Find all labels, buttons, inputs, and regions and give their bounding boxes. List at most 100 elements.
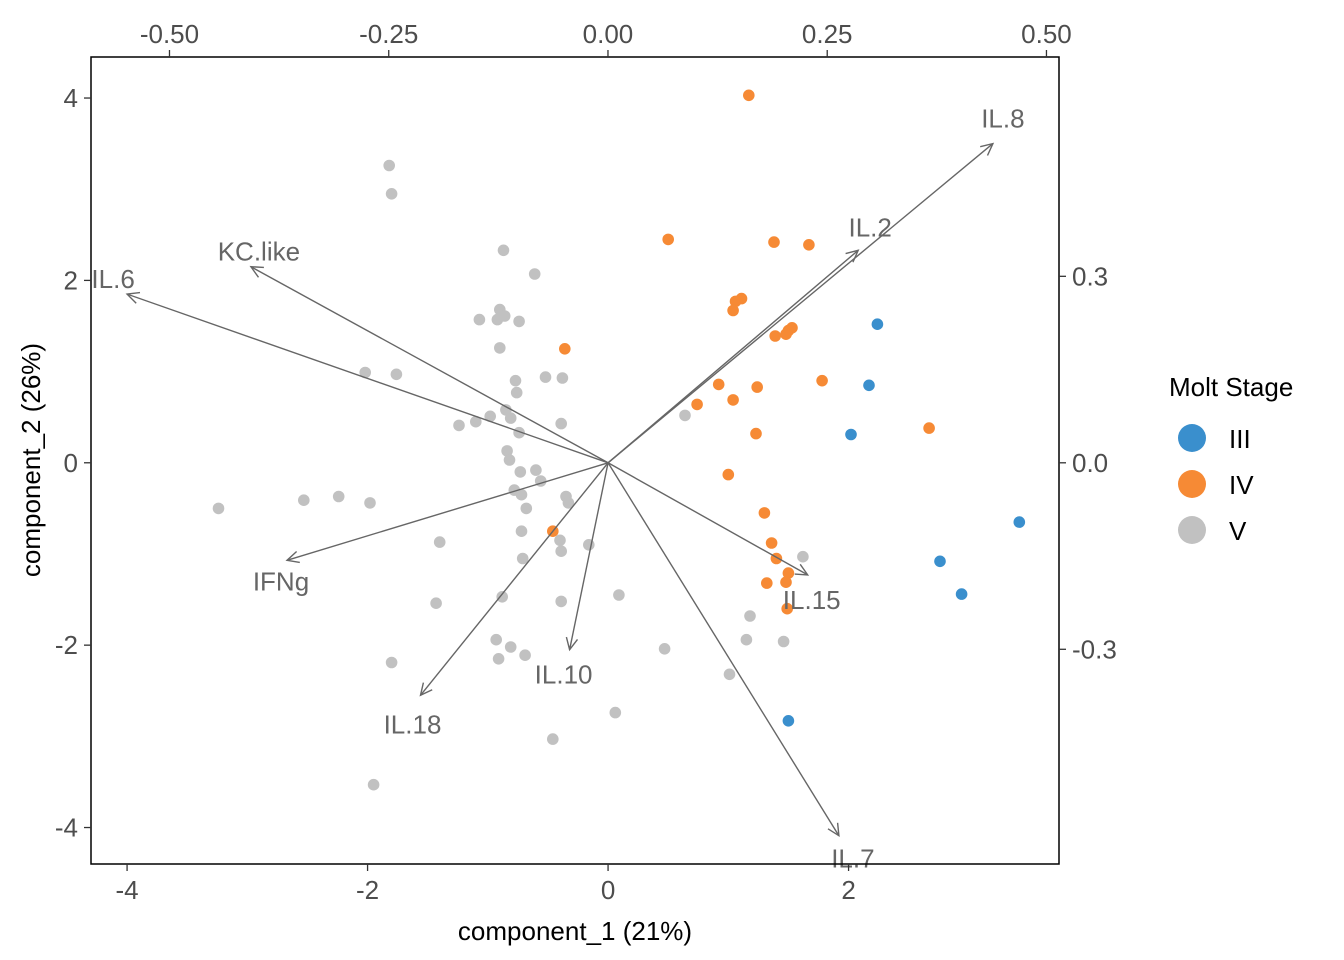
loading-arrow-il-7 (607, 462, 840, 837)
arrowhead (125, 291, 141, 304)
right-axis-tick-label: 0.0 (1072, 448, 1108, 478)
y-tick-label: 4 (64, 83, 78, 113)
point-stage-V (433, 536, 446, 548)
loading-label-il-7: IL.7 (831, 844, 874, 874)
point-stage-V (298, 494, 310, 507)
point-stage-V (497, 244, 510, 257)
point-stage-V (383, 159, 396, 172)
legend-key-IV (1178, 470, 1206, 498)
point-stage-III (1013, 516, 1026, 528)
point-stage-IV (662, 233, 674, 246)
loading-label-il-6: IL.6 (91, 264, 134, 294)
right-axis-tick-label: 0.3 (1072, 261, 1108, 291)
point-stage-IV (803, 239, 815, 251)
loading-arrow-il-15 (607, 462, 809, 576)
point-stage-III (955, 588, 968, 600)
point-stage-V (519, 649, 531, 661)
point-stage-V (496, 591, 509, 603)
point-stage-V (520, 502, 533, 515)
point-stage-IV (782, 567, 795, 579)
legend-key-III (1178, 424, 1206, 452)
point-stage-IV (691, 398, 703, 411)
point-stage-V (504, 412, 517, 424)
top-axis-tick-label: 0.00 (583, 19, 634, 49)
top-axis-tick-label: -0.50 (140, 19, 199, 49)
point-stage-V (539, 371, 552, 383)
point-stage-V (740, 633, 753, 646)
point-stage-V (385, 188, 398, 200)
x-tick-label: 0 (601, 875, 615, 905)
point-stage-V (484, 410, 497, 423)
point-stage-V (679, 409, 691, 422)
arrowhead (980, 142, 995, 156)
point-stage-V (583, 539, 595, 551)
point-stage-IV (769, 330, 781, 342)
point-stage-IV (751, 381, 763, 393)
y-tick-label: 2 (64, 265, 78, 295)
arrowhead (827, 822, 840, 838)
legend-label-V: V (1229, 516, 1247, 546)
loading-arrow-il-10 (568, 462, 609, 650)
point-stage-V (492, 653, 505, 665)
point-stage-V (494, 342, 506, 354)
top-axis-tick-label: 0.50 (1021, 19, 1072, 49)
point-stage-V (556, 372, 569, 384)
arrowhead (419, 682, 433, 697)
point-stage-IV (750, 427, 762, 440)
point-stage-V (473, 313, 486, 326)
point-stage-V (390, 368, 403, 381)
y-tick-label: -4 (55, 813, 78, 843)
point-stage-IV (559, 343, 571, 355)
x-tick-label: -4 (116, 875, 139, 905)
point-stage-V (797, 550, 809, 563)
legend-items: III IV V (1178, 424, 1254, 546)
point-stage-V (515, 525, 528, 537)
point-stage-IV (923, 422, 935, 434)
point-stage-IV (722, 468, 735, 481)
point-stage-IV (780, 576, 792, 588)
point-stage-V (658, 643, 671, 655)
point-stage-V (332, 490, 345, 503)
point-stage-III (934, 555, 946, 568)
point-stage-III (845, 428, 857, 441)
loading-arrow-il-2 (607, 249, 859, 464)
point-stage-V (613, 589, 625, 601)
axes-layer: -4 -2 0 2 -4 -2 0 2 4 -0.50 -0.25 0.00 0.25 0.50 -0.3 0… (55, 19, 1117, 905)
point-stage-V (547, 733, 559, 745)
point-stage-V (503, 454, 516, 466)
point-stage-V (491, 313, 504, 326)
point-stage-V (777, 635, 790, 648)
point-stage-V (515, 488, 528, 501)
top-axis-tick-label: -0.25 (359, 19, 418, 49)
point-stage-V (555, 417, 567, 430)
x-axis-title: component_1 (21%) (458, 916, 692, 946)
point-stage-V (470, 415, 482, 428)
point-stage-IV (816, 374, 828, 387)
point-stage-V (509, 374, 522, 387)
legend: Molt Stage III IV V (1169, 372, 1293, 546)
point-stage-V (555, 545, 567, 557)
arrowhead (249, 265, 264, 278)
point-stage-V (385, 656, 398, 669)
point-stage-V (554, 534, 566, 547)
y-tick-label: -2 (55, 630, 78, 660)
point-stage-IV (727, 394, 739, 406)
point-stage-V (453, 419, 465, 432)
legend-label-IV: IV (1229, 470, 1254, 500)
point-stage-IV (727, 304, 739, 317)
y-tick-label: 0 (64, 448, 78, 478)
point-stage-III (863, 379, 875, 392)
points-layer (212, 89, 1026, 791)
arrowhead (285, 550, 300, 564)
point-stage-IV (768, 236, 780, 248)
point-stage-V (514, 466, 527, 478)
point-stage-V (510, 386, 523, 399)
loading-label-ifng: IFNg (253, 566, 309, 596)
point-stage-IV (758, 507, 771, 519)
point-stage-V (501, 445, 513, 457)
y-axis-title: component_2 (26%) (16, 343, 46, 577)
point-stage-IV (729, 295, 742, 308)
loading-label-il-18: IL.18 (384, 709, 442, 739)
top-axis-tick-label: 0.25 (802, 19, 853, 49)
